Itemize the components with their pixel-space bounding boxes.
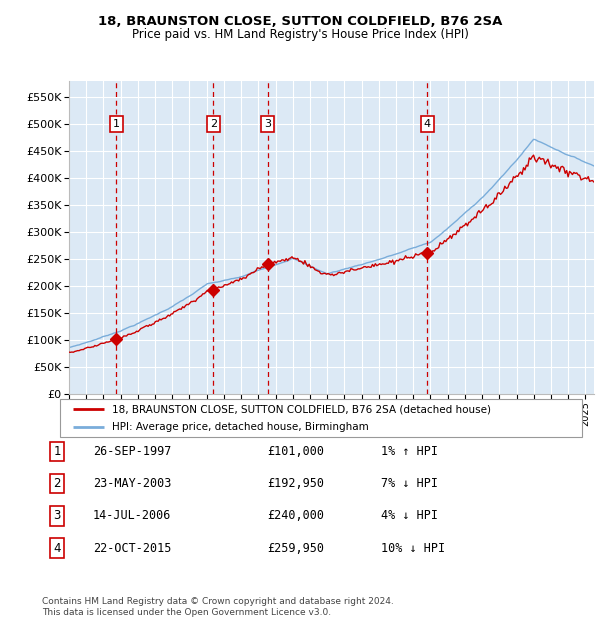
Text: 1% ↑ HPI: 1% ↑ HPI — [381, 445, 438, 458]
Text: 4: 4 — [424, 119, 431, 129]
Text: 18, BRAUNSTON CLOSE, SUTTON COLDFIELD, B76 2SA: 18, BRAUNSTON CLOSE, SUTTON COLDFIELD, B… — [98, 15, 502, 28]
Text: £192,950: £192,950 — [267, 477, 324, 490]
Text: 2: 2 — [210, 119, 217, 129]
Text: 4% ↓ HPI: 4% ↓ HPI — [381, 510, 438, 522]
Text: 18, BRAUNSTON CLOSE, SUTTON COLDFIELD, B76 2SA (detached house): 18, BRAUNSTON CLOSE, SUTTON COLDFIELD, B… — [112, 404, 491, 414]
Text: Price paid vs. HM Land Registry's House Price Index (HPI): Price paid vs. HM Land Registry's House … — [131, 28, 469, 41]
Text: 23-MAY-2003: 23-MAY-2003 — [93, 477, 172, 490]
Text: 4: 4 — [53, 542, 61, 554]
Text: 1: 1 — [53, 445, 61, 458]
FancyBboxPatch shape — [60, 399, 582, 437]
Text: £259,950: £259,950 — [267, 542, 324, 554]
Text: 22-OCT-2015: 22-OCT-2015 — [93, 542, 172, 554]
Text: 3: 3 — [53, 510, 61, 522]
Text: £240,000: £240,000 — [267, 510, 324, 522]
Text: £101,000: £101,000 — [267, 445, 324, 458]
Text: HPI: Average price, detached house, Birmingham: HPI: Average price, detached house, Birm… — [112, 422, 369, 433]
Text: Contains HM Land Registry data © Crown copyright and database right 2024.
This d: Contains HM Land Registry data © Crown c… — [42, 598, 394, 617]
Text: 1: 1 — [113, 119, 119, 129]
Text: 10% ↓ HPI: 10% ↓ HPI — [381, 542, 445, 554]
Text: 26-SEP-1997: 26-SEP-1997 — [93, 445, 172, 458]
Text: 7% ↓ HPI: 7% ↓ HPI — [381, 477, 438, 490]
Text: 3: 3 — [264, 119, 271, 129]
Text: 14-JUL-2006: 14-JUL-2006 — [93, 510, 172, 522]
Text: 2: 2 — [53, 477, 61, 490]
